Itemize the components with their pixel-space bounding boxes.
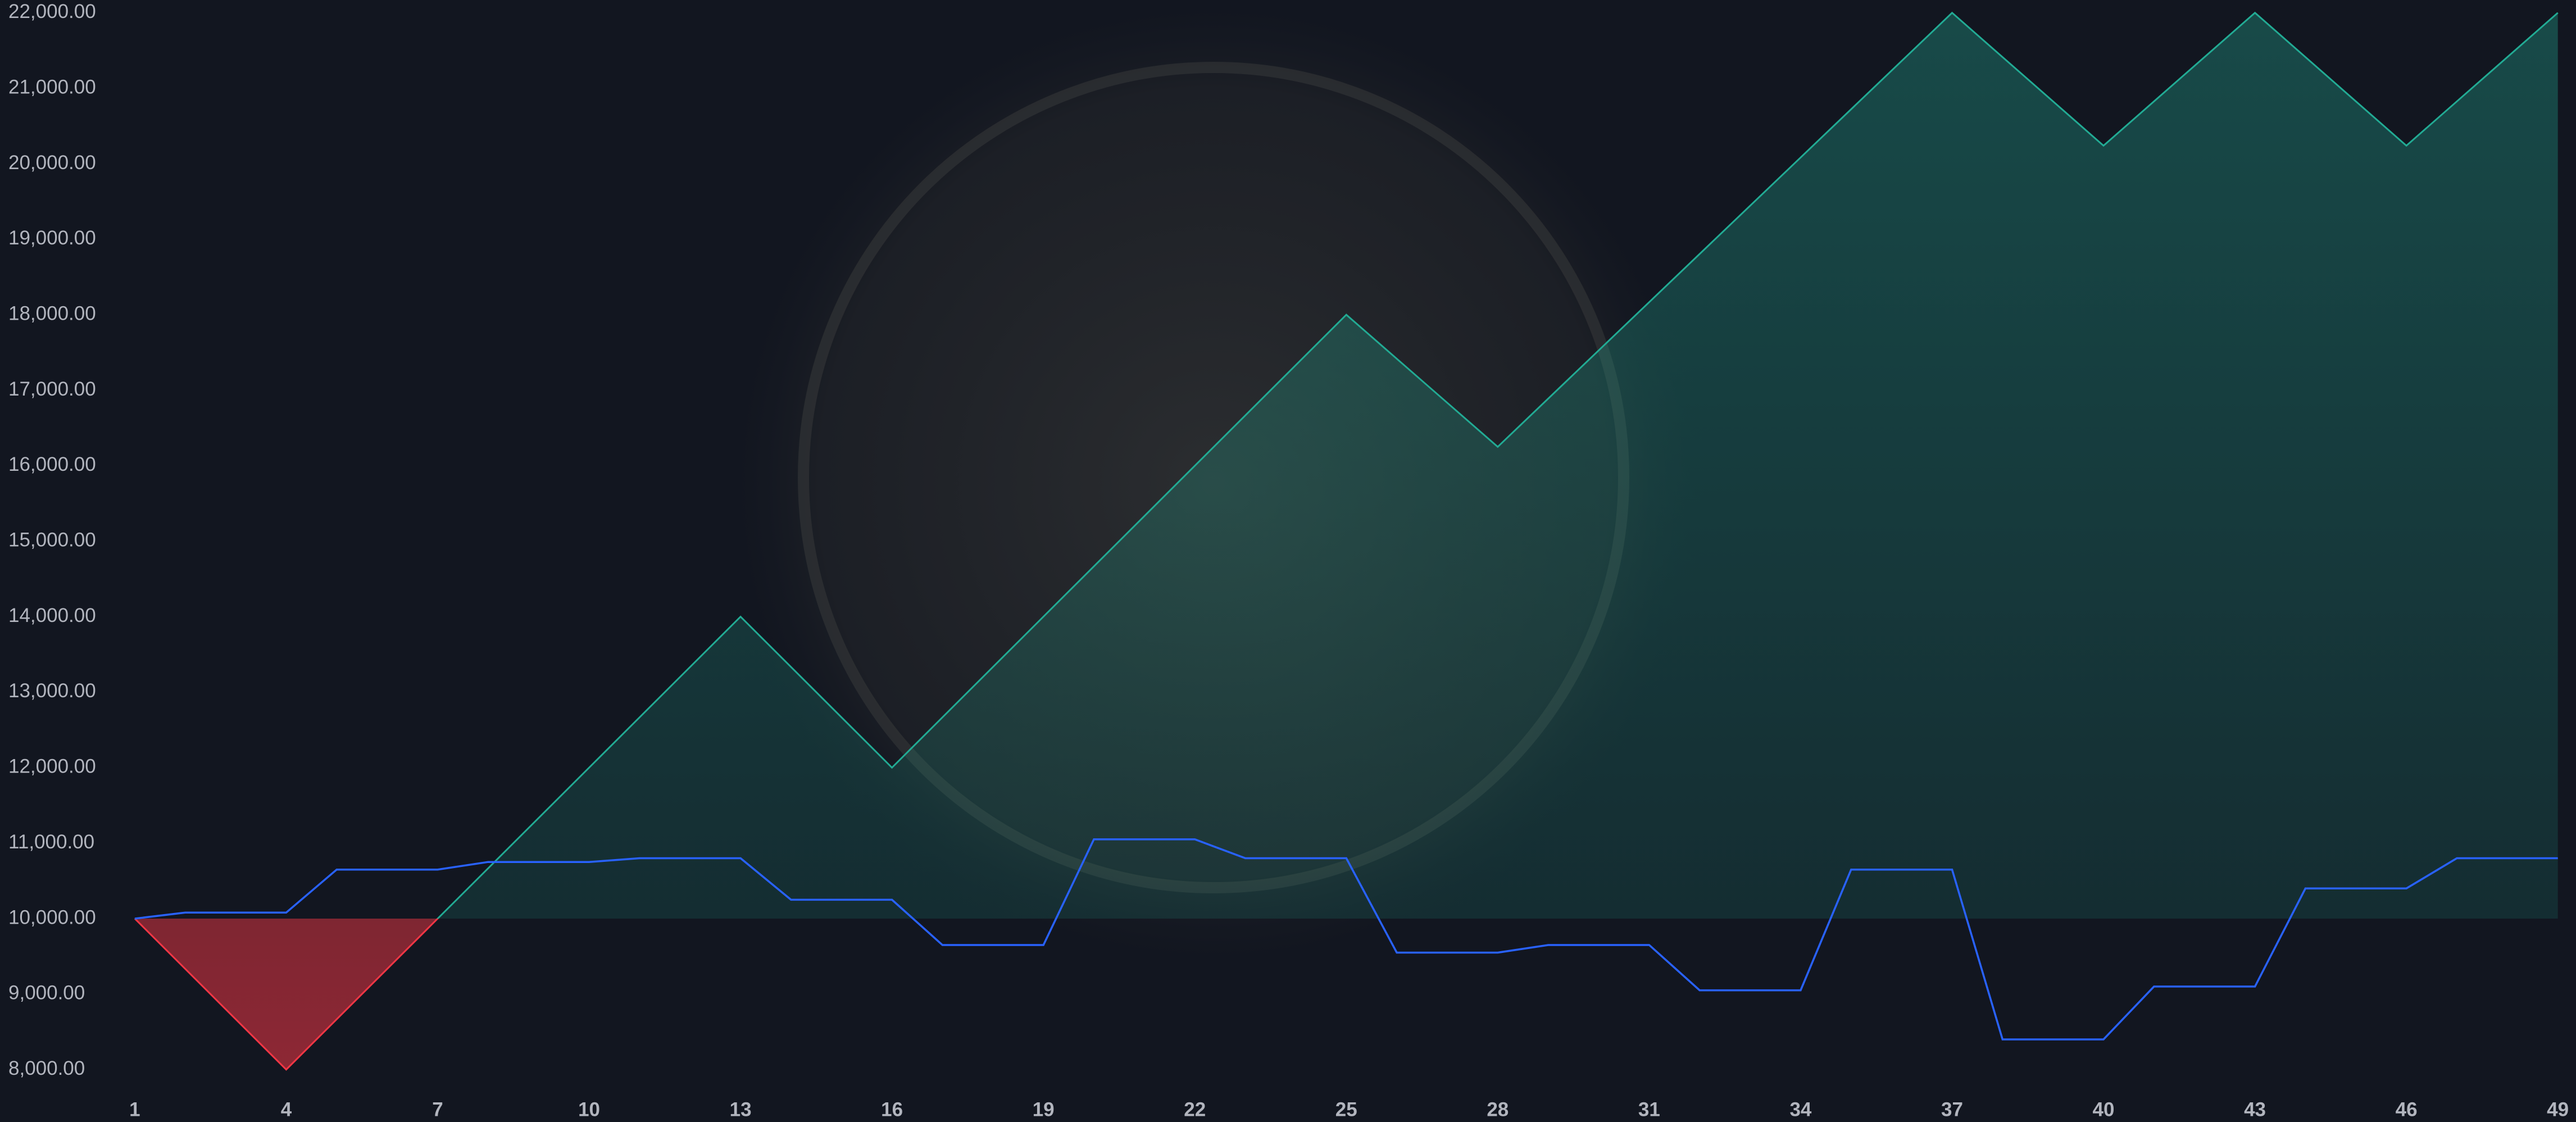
x-tick-label: 34 <box>1789 1098 1811 1120</box>
y-tick-label: 12,000.00 <box>8 756 96 778</box>
y-tick-label: 8,000.00 <box>8 1057 85 1079</box>
y-tick-label: 18,000.00 <box>8 302 96 324</box>
x-tick-label: 28 <box>1487 1098 1509 1120</box>
y-tick-label: 17,000.00 <box>8 378 96 400</box>
y-tick-label: 16,000.00 <box>8 453 96 475</box>
x-tick-label: 37 <box>1941 1098 1963 1120</box>
y-tick-label: 19,000.00 <box>8 227 96 249</box>
x-tick-label: 49 <box>2547 1098 2569 1120</box>
y-tick-label: 11,000.00 <box>8 831 94 853</box>
x-tick-label: 31 <box>1638 1098 1660 1120</box>
x-tick-label: 13 <box>730 1098 752 1120</box>
x-tick-label: 22 <box>1184 1098 1206 1120</box>
x-tick-label: 46 <box>2396 1098 2418 1120</box>
line-negative <box>134 919 439 1071</box>
y-tick-label: 22,000.00 <box>8 1 96 22</box>
line-positive <box>134 11 2559 919</box>
y-tick-label: 14,000.00 <box>8 605 96 626</box>
x-tick-label: 16 <box>881 1098 903 1120</box>
x-tick-label: 19 <box>1033 1098 1055 1120</box>
x-tick-label: 10 <box>578 1098 600 1120</box>
x-tick-label: 40 <box>2093 1098 2115 1120</box>
area-positive <box>134 12 2558 919</box>
y-tick-label: 13,000.00 <box>8 680 96 702</box>
x-tick-label: 43 <box>2244 1098 2266 1120</box>
area-negative <box>134 919 438 1070</box>
y-tick-label: 9,000.00 <box>8 982 85 1004</box>
y-tick-label: 20,000.00 <box>8 152 96 174</box>
x-tick-label: 7 <box>432 1098 443 1120</box>
y-tick-label: 15,000.00 <box>8 529 96 551</box>
y-tick-label: 10,000.00 <box>8 906 96 928</box>
x-tick-label: 25 <box>1335 1098 1357 1120</box>
y-tick-label: 21,000.00 <box>8 76 96 98</box>
x-tick-label: 1 <box>129 1098 140 1120</box>
x-tick-label: 4 <box>281 1098 292 1120</box>
line <box>134 838 2558 1041</box>
